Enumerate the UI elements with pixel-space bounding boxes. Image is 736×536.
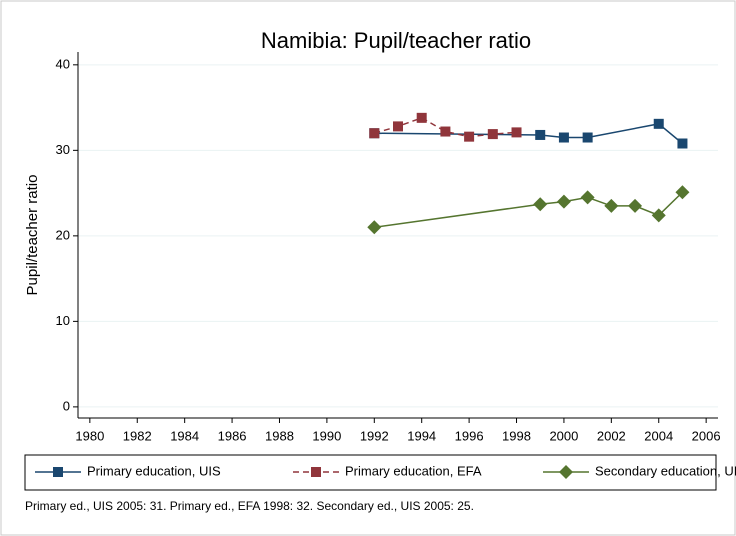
y-tick-label: 10 — [56, 313, 70, 328]
marker — [580, 190, 595, 205]
marker — [604, 198, 619, 213]
x-tick-label: 1992 — [360, 428, 389, 443]
y-tick-label: 0 — [63, 398, 70, 413]
marker — [628, 198, 643, 213]
marker — [464, 131, 475, 142]
marker — [556, 194, 571, 209]
marker — [440, 126, 451, 137]
marker — [393, 121, 403, 132]
y-axis-label: Pupil/teacher ratio — [24, 175, 41, 296]
marker — [487, 129, 498, 140]
x-tick-label: 1990 — [312, 428, 341, 443]
x-tick-label: 2006 — [692, 428, 721, 443]
legend-label: Secondary education, UIS — [595, 463, 736, 478]
marker — [511, 127, 522, 138]
x-tick-label: 1998 — [502, 428, 531, 443]
legend-marker — [559, 465, 573, 479]
x-tick-label: 1988 — [265, 428, 294, 443]
marker — [582, 132, 593, 143]
marker — [535, 129, 546, 140]
x-tick-label: 1994 — [407, 428, 436, 443]
x-tick-label: 1980 — [75, 428, 104, 443]
legend-box — [24, 454, 717, 491]
marker — [533, 197, 548, 212]
marker — [416, 112, 427, 123]
legend-marker — [53, 467, 63, 477]
legend-marker — [311, 467, 321, 477]
x-tick-label: 1984 — [170, 428, 199, 443]
marker — [653, 118, 664, 129]
x-tick-label: 1996 — [455, 428, 484, 443]
chart-title: Namibia: Pupil/teacher ratio — [261, 28, 531, 53]
y-tick-label: 20 — [56, 227, 70, 242]
x-tick-label: 2002 — [597, 428, 626, 443]
marker — [558, 132, 569, 143]
marker — [651, 208, 666, 223]
note: Primary ed., UIS 2005: 31. Primary ed., … — [25, 499, 474, 513]
y-tick-label: 30 — [56, 142, 70, 157]
x-tick-label: 1982 — [123, 428, 152, 443]
x-tick-label: 2004 — [644, 428, 673, 443]
y-tick-label: 40 — [56, 56, 70, 71]
legend-label: Primary education, EFA — [345, 463, 482, 478]
marker — [369, 128, 380, 139]
x-tick-label: 2000 — [549, 428, 578, 443]
legend-label: Primary education, UIS — [87, 463, 221, 478]
x-tick-label: 1986 — [218, 428, 247, 443]
marker — [675, 185, 690, 200]
marker — [367, 220, 382, 235]
marker — [677, 138, 688, 149]
